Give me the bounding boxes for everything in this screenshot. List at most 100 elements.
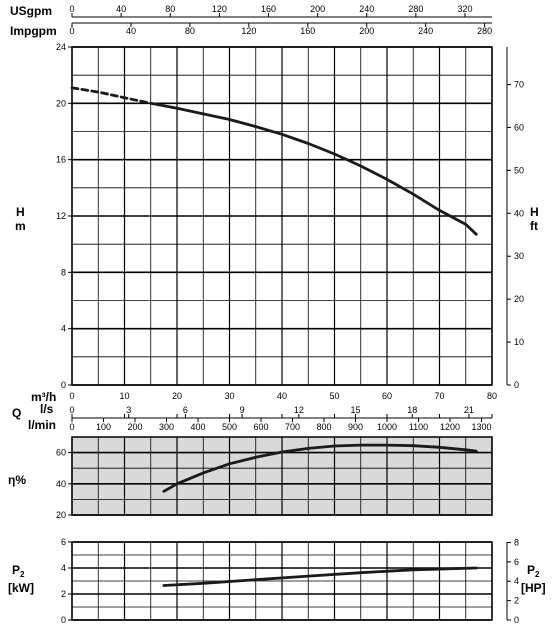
power-frame (71, 541, 493, 621)
lmin-tick-label: 700 (285, 422, 300, 432)
m3h-tick-label: 20 (172, 391, 182, 401)
efficiency-frame (71, 436, 493, 516)
power-right-tick-label: 0 (514, 615, 519, 625)
efficiency-left-tick-label: 60 (56, 448, 66, 458)
ls-tick-label: 18 (407, 405, 417, 415)
head-left-unit: m (15, 219, 26, 233)
head-right-ticks: 0 10 20 30 40 50 60 70 (506, 47, 524, 390)
head-right-tick-label: 20 (514, 294, 524, 304)
ls-tick-label: 6 (183, 405, 188, 415)
lmin-tick-label: 1100 (409, 422, 428, 432)
ls-tick-label: 21 (464, 405, 474, 415)
power-right-unit: [HP] (521, 581, 546, 595)
head-curve-series-1 (149, 101, 478, 236)
power-right-tick-label: 6 (514, 557, 519, 567)
impgpm-tick-label: 120 (241, 26, 256, 36)
power-right-label: P2 (527, 563, 540, 579)
usgpm-tick-label: 80 (165, 4, 175, 14)
impgpm-tick-label: 280 (477, 26, 492, 36)
usgpm-label: USgpm (10, 4, 52, 18)
impgpm-tick-label: 80 (185, 26, 195, 36)
head-right-tick-label: 60 (514, 122, 524, 132)
head-left-tick-label: 16 (56, 155, 66, 165)
m3h-tick-label: 70 (434, 391, 444, 401)
impgpm-ticks: 0 40 80 120 160 200 240 280 (69, 23, 492, 36)
efficiency-left-tick-label: 20 (56, 510, 66, 520)
efficiency-curve-series-0 (162, 443, 478, 493)
usgpm-tick-label: 40 (116, 4, 126, 14)
impgpm-axis: Impgpm 0 40 80 120 160 200 240 280 (10, 22, 492, 38)
head-left-ticks: 0 4 8 12 16 20 24 (56, 42, 72, 390)
m3h-tick-label: 30 (224, 391, 234, 401)
impgpm-label: Impgpm (10, 24, 57, 38)
head-left-label: H (16, 205, 25, 219)
m3h-ticks: 0 10 20 30 40 50 60 70 80 (69, 391, 497, 418)
lmin-tick-label: 200 (127, 422, 142, 432)
m3h-tick-label: 60 (382, 391, 392, 401)
lmin-tick-label: 0 (69, 422, 74, 432)
head-right-label: H (530, 205, 539, 219)
ls-ticks: 0 3 6 9 12 15 18 21 (69, 405, 474, 418)
lmin-tick-label: 300 (159, 422, 174, 432)
m3h-label: m³/h (31, 390, 56, 404)
head-panel: 0 4 8 12 16 20 24 0 10 20 30 40 50 60 70 H m H ft (15, 42, 539, 390)
head-grid (71, 46, 493, 386)
power-right-tick-label: 2 (514, 596, 519, 606)
efficiency-left-ticks: 20 40 60 (56, 448, 72, 520)
ls-tick-label: 15 (351, 405, 361, 415)
head-left-tick-label: 20 (56, 98, 66, 108)
power-right-ticks: 0 2 4 6 8 (506, 537, 519, 625)
lmin-tick-label: 1000 (377, 422, 397, 432)
ls-tick-label: 0 (69, 405, 74, 415)
head-right-tick-label: 30 (514, 251, 524, 261)
head-right-tick-label: 40 (514, 208, 524, 218)
m3h-tick-label: 10 (119, 391, 129, 401)
impgpm-tick-label: 200 (359, 26, 374, 36)
m3h-tick-label: 0 (69, 391, 74, 401)
power-left-tick-label: 6 (61, 537, 66, 547)
head-right-tick-label: 0 (514, 380, 519, 390)
lmin-tick-label: 1300 (471, 422, 491, 432)
usgpm-tick-label: 120 (212, 4, 227, 14)
q-label: Q (12, 406, 21, 420)
lmin-label: l/min (28, 418, 56, 432)
power-left-unit: [kW] (8, 581, 34, 595)
power-left-tick-label: 2 (61, 589, 66, 599)
head-right-tick-label: 70 (514, 80, 524, 90)
head-left-tick-label: 4 (61, 324, 66, 334)
lmin-tick-label: 1200 (440, 422, 460, 432)
power-curves (162, 566, 478, 587)
usgpm-ticks: 0 40 80 120 160 200 240 280 320 (69, 4, 472, 17)
m3h-tick-label: 50 (329, 391, 339, 401)
usgpm-tick-label: 280 (408, 4, 423, 14)
efficiency-curves (162, 443, 478, 493)
usgpm-tick-label: 320 (457, 4, 472, 14)
lmin-tick-label: 600 (253, 422, 268, 432)
ls-tick-label: 12 (294, 405, 304, 415)
power-left-tick-label: 0 (61, 615, 66, 625)
head-left-tick-label: 0 (61, 380, 66, 390)
head-curves (70, 86, 478, 236)
head-curve-series-0 (70, 86, 153, 105)
usgpm-axis: USgpm 0 40 80 120 160 200 240 280 320 (10, 4, 492, 18)
efficiency-left-tick-label: 40 (56, 479, 66, 489)
power-grid (71, 541, 493, 621)
ls-tick-label: 3 (126, 405, 131, 415)
power-right-tick-label: 4 (514, 576, 519, 586)
impgpm-tick-label: 160 (300, 26, 315, 36)
flow-axes: Q m³/h l/s l/min 0 10 20 30 40 50 60 70 80 0 3 6 9 1… (12, 390, 497, 432)
impgpm-tick-label: 0 (69, 26, 74, 36)
m3h-tick-label: 40 (277, 391, 287, 401)
power-panel: 0 2 4 6 0 2 4 6 8 P2 [kW] P2 [HP] (8, 537, 546, 625)
efficiency-label: η% (8, 473, 26, 487)
lmin-tick-label: 800 (316, 422, 331, 432)
lmin-tick-label: 500 (222, 422, 237, 432)
power-curve-series-0 (162, 566, 478, 587)
lmin-tick-label: 400 (190, 422, 205, 432)
head-left-tick-label: 12 (56, 211, 66, 221)
lmin-tick-label: 900 (348, 422, 363, 432)
impgpm-tick-label: 40 (126, 26, 136, 36)
usgpm-tick-label: 200 (310, 4, 325, 14)
usgpm-tick-label: 240 (359, 4, 374, 14)
